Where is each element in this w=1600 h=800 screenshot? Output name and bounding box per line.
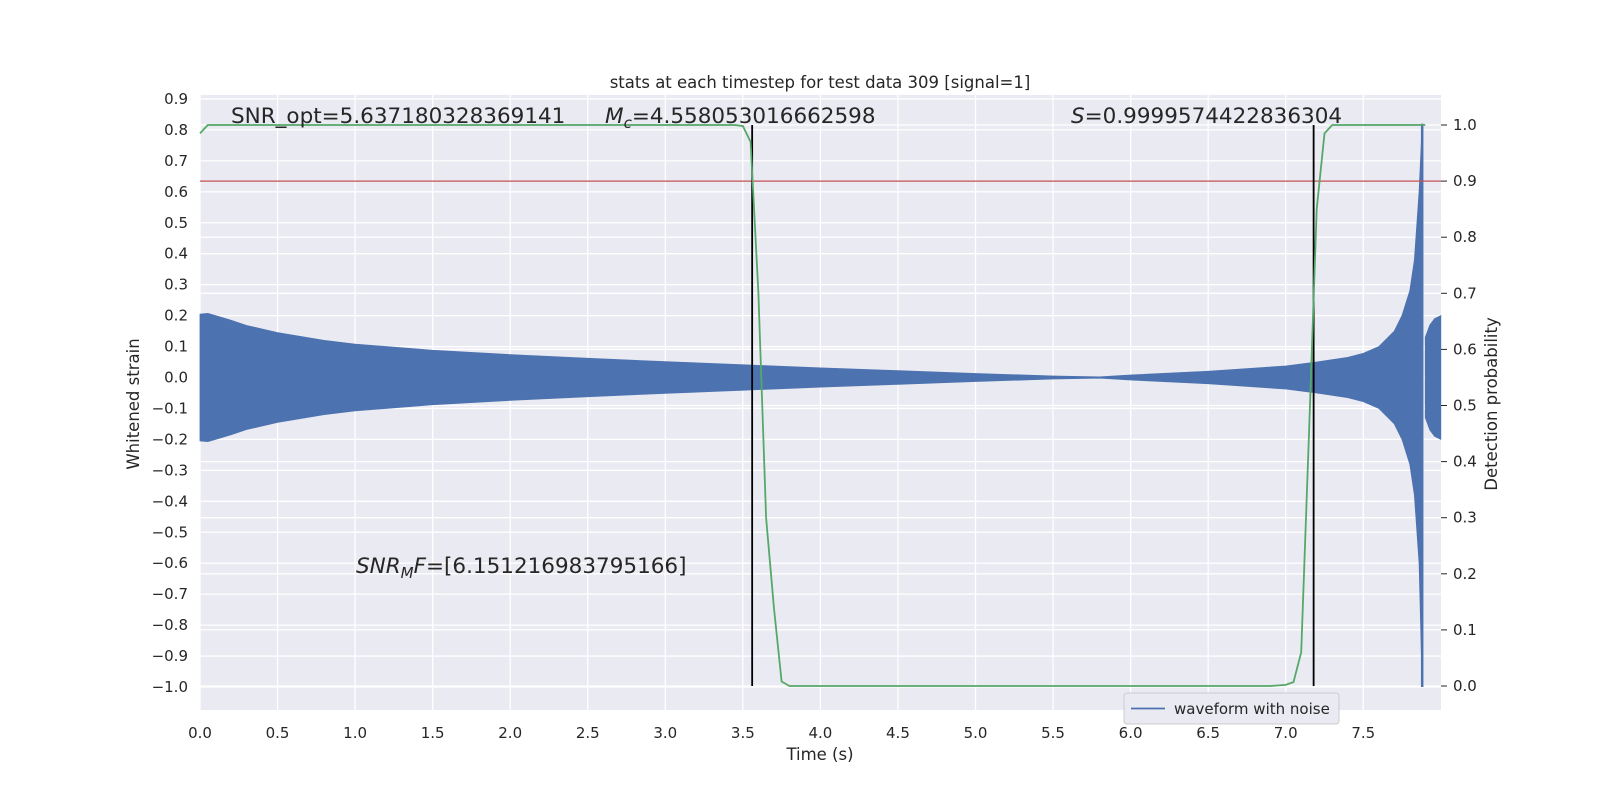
s-annotation: S=0.9999574422836304 [1071, 104, 1342, 129]
y-axis-ticks: 0.9 0.8 0.7 0.6 0.5 0.4 0.3 0.2 0.1 0.0 −0.1 −0.2 −0… [152, 90, 188, 696]
y-tick-label: 0.3 [164, 276, 188, 294]
x-tick-label: 3.0 [653, 724, 677, 742]
x-tick-label: 1.0 [343, 724, 367, 742]
y-tick-label: 0.5 [164, 214, 188, 232]
y-tick-label: 0.4 [164, 245, 188, 263]
x-tick-label: 5.5 [1041, 724, 1065, 742]
legend-box [1123, 692, 1340, 725]
y2-tick-label: 1.0 [1453, 116, 1477, 134]
chart-title: stats at each timestep for test data 309… [610, 73, 1031, 92]
y-tick-label: −0.1 [152, 399, 188, 417]
x-tick-label: 0.5 [266, 724, 290, 742]
y-tick-label: −0.5 [152, 523, 188, 541]
y2-tick-label: 0.0 [1453, 677, 1477, 695]
y-tick-label: −0.6 [152, 554, 188, 572]
x-tick-label: 6.5 [1196, 724, 1220, 742]
y-tick-label: −0.9 [152, 647, 188, 665]
x-tick-label: 6.0 [1119, 724, 1143, 742]
y-tick-label: −0.3 [152, 461, 188, 479]
y-tick-label: −0.2 [152, 430, 188, 448]
x-tick-label: 3.5 [731, 724, 755, 742]
grid-lines [199, 95, 1441, 710]
y-tick-label: −0.7 [152, 585, 188, 603]
y2-axis-ticks: 1.0 0.9 0.8 0.7 0.6 0.5 0.4 0.3 0.2 0.1 0.0 [1441, 116, 1477, 695]
x-axis-label: Time (s) [785, 745, 853, 764]
x-axis-ticks: 0.0 0.5 1.0 1.5 2.0 2.5 3.0 3.5 4.0 4.5 5.0 5.5 6.0 6… [188, 724, 1375, 742]
y2-tick-label: 0.5 [1453, 397, 1477, 415]
x-tick-label: 5.0 [964, 724, 988, 742]
y2-tick-label: 0.8 [1453, 228, 1477, 246]
x-tick-label: 4.0 [808, 724, 832, 742]
y2-tick-label: 0.9 [1453, 172, 1477, 190]
legend: waveform with noise [1123, 692, 1340, 725]
waveform-ringdown [1424, 314, 1442, 441]
snr-opt-annotation: SNR_opt=5.637180328369141 [231, 104, 565, 129]
y2-axis-label: Detection probability [1482, 317, 1501, 491]
snr-mf-annotation: SNRMF=[6.151216983795166] [356, 554, 687, 582]
legend-label: waveform with noise [1174, 700, 1330, 718]
y2-tick-label: 0.6 [1453, 340, 1477, 358]
y-axis-label: Whitened strain [124, 338, 143, 469]
chirp-mass-annotation: Mc=4.558053016662598 [605, 104, 876, 132]
x-tick-label: 0.0 [188, 724, 212, 742]
x-tick-label: 1.5 [421, 724, 445, 742]
y2-tick-label: 0.3 [1453, 509, 1477, 527]
y-tick-label: −1.0 [152, 678, 188, 696]
x-tick-label: 7.5 [1351, 724, 1375, 742]
x-tick-label: 2.5 [576, 724, 600, 742]
y-tick-label: 0.7 [164, 152, 188, 170]
x-tick-label: 4.5 [886, 724, 910, 742]
y2-tick-label: 0.2 [1453, 565, 1477, 583]
y-tick-label: 0.9 [164, 90, 188, 108]
annotations: SNR_opt=5.637180328369141 Mc=4.5580530166… [231, 104, 1342, 582]
y-tick-label: 0.6 [164, 183, 188, 201]
plot-series [199, 123, 1442, 688]
y2-tick-label: 0.4 [1453, 453, 1477, 471]
y2-tick-label: 0.1 [1453, 621, 1477, 639]
y-tick-label: −0.8 [152, 616, 188, 634]
y-tick-label: 0.8 [164, 121, 188, 139]
y-tick-label: −0.4 [152, 492, 188, 510]
y-tick-label: 0.0 [164, 369, 188, 387]
x-tick-label: 7.0 [1274, 724, 1298, 742]
y-tick-label: 0.2 [164, 307, 188, 325]
x-tick-label: 2.0 [498, 724, 522, 742]
y2-tick-label: 0.7 [1453, 284, 1477, 302]
detection-probability-line [199, 124, 1426, 687]
y-tick-label: 0.1 [164, 338, 188, 356]
